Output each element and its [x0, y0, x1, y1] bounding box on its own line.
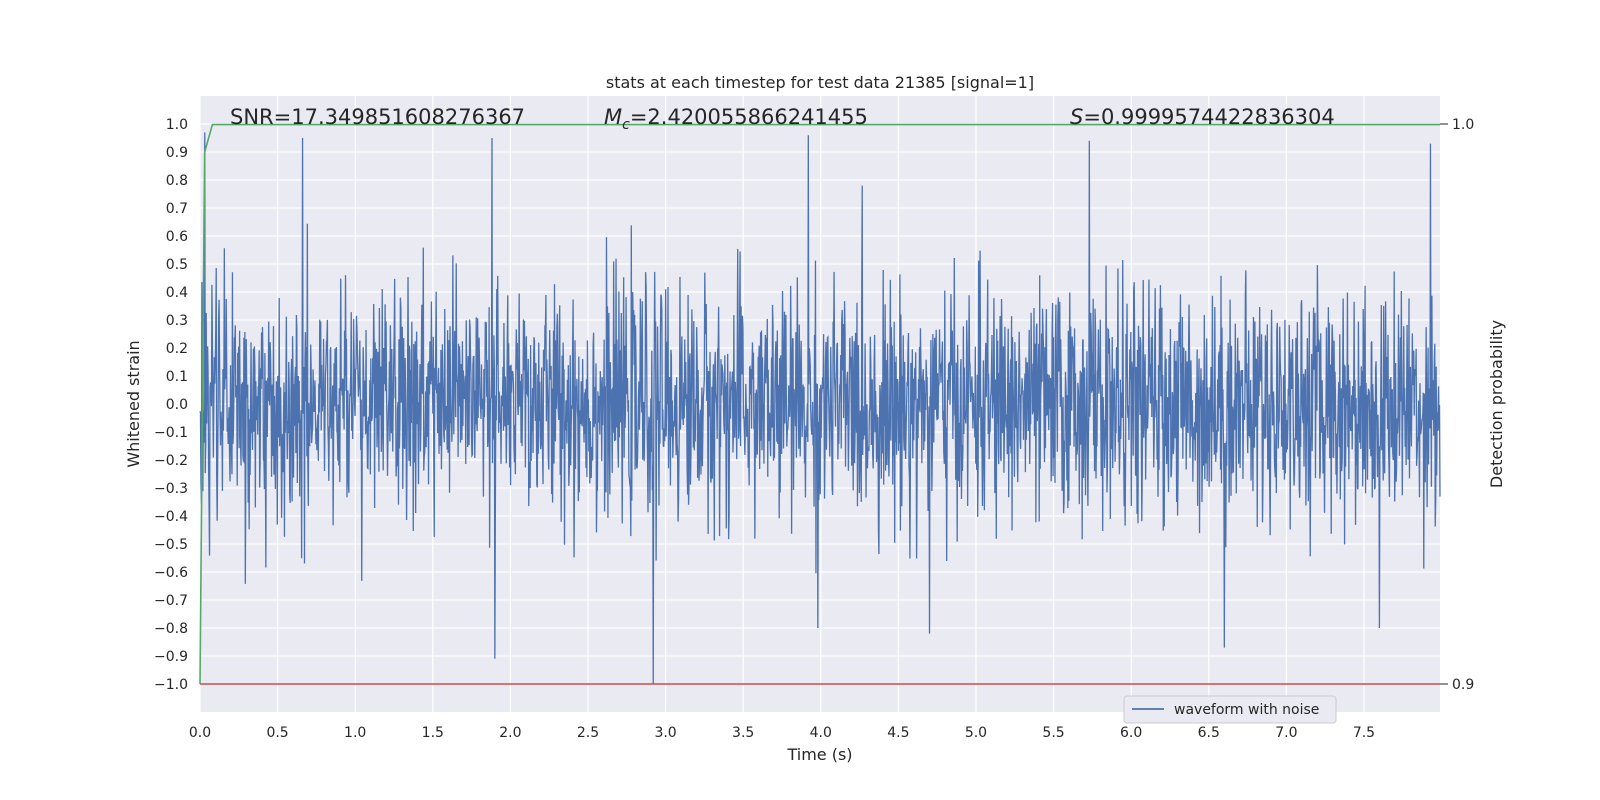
y-tick-label: 0.6 — [166, 229, 188, 245]
x-tick-label: 4.0 — [810, 725, 832, 741]
x-tick-label: 6.0 — [1120, 725, 1142, 741]
chart-title: stats at each timestep for test data 213… — [606, 73, 1034, 92]
x-tick-label: 3.5 — [732, 725, 754, 741]
y-axis-label: Whitened strain — [124, 340, 143, 467]
legend-box — [1123, 695, 1337, 724]
y-tick-label: 0.4 — [166, 285, 188, 301]
y-tick-label: −0.8 — [154, 621, 188, 637]
y-tick-label: 0.2 — [166, 341, 188, 357]
probability-line — [199, 123, 1440, 685]
x-tick-label: 0.0 — [189, 725, 211, 741]
x-axis-label: Time (s) — [786, 745, 852, 764]
y-tick-label: −0.4 — [154, 509, 188, 525]
y-tick-label: −0.7 — [154, 593, 188, 609]
y-tick-label: 0.3 — [166, 313, 188, 329]
y-tick-label: 0.1 — [166, 369, 188, 385]
x-tick-label: 7.0 — [1275, 725, 1297, 741]
y-tick-label: 1.0 — [166, 117, 188, 133]
y-tick-label: 0.7 — [166, 201, 188, 217]
x-tick-label: 5.0 — [965, 725, 987, 741]
y2-axis-ticks: 1.0 0.9 — [1440, 117, 1474, 693]
x-tick-label: 5.5 — [1042, 725, 1064, 741]
snr-annotation: SNR=17.349851608276367 — [230, 105, 525, 129]
x-tick-label: 2.5 — [577, 725, 599, 741]
probability-series — [199, 123, 1440, 685]
y-tick-label: −0.1 — [154, 425, 188, 441]
x-tick-label: 1.0 — [344, 725, 366, 741]
y-tick-label: −0.5 — [154, 537, 188, 553]
mc-annotation: Mc=2.420055866241455 — [604, 105, 868, 133]
y-tick-label: −0.3 — [154, 481, 188, 497]
x-tick-label: 2.0 — [499, 725, 521, 741]
x-tick-label: 1.5 — [422, 725, 444, 741]
x-tick-label: 4.5 — [887, 725, 909, 741]
y-tick-label: −1.0 — [154, 677, 188, 693]
x-tick-label: 0.5 — [266, 725, 288, 741]
x-tick-label: 7.5 — [1353, 725, 1375, 741]
y2-tick-label: 1.0 — [1452, 117, 1474, 133]
waveform-line — [199, 132, 1441, 685]
mc-symbol: M — [604, 105, 622, 129]
y-tick-label: 0.9 — [166, 145, 188, 161]
mc-value: =2.420055866241455 — [630, 105, 868, 129]
y-tick-label: 0.8 — [166, 173, 188, 189]
legend: waveform with noise — [1123, 695, 1337, 724]
waveform-series — [199, 132, 1441, 685]
s-value: =0.9999574422836304 — [1083, 105, 1334, 129]
y2-tick-label: 0.9 — [1452, 677, 1474, 693]
s-symbol: S — [1070, 105, 1083, 129]
x-axis-ticks: 0.0 0.5 1.0 1.5 2.0 2.5 3.0 3.5 4.0 4.5 5.0 5.5 6.0 6… — [189, 725, 1375, 741]
y-tick-label: 0.5 — [166, 257, 188, 273]
legend-label: waveform with noise — [1174, 702, 1319, 718]
y2-axis-label: Detection probability — [1487, 320, 1506, 488]
y-tick-label: −0.6 — [154, 565, 188, 581]
mc-subscript: c — [622, 117, 630, 133]
y-tick-label: −0.9 — [154, 649, 188, 665]
y-tick-label: 0.0 — [166, 397, 188, 413]
x-tick-label: 3.0 — [654, 725, 676, 741]
y-tick-label: −0.2 — [154, 453, 188, 469]
y-axis-ticks: 1.0 0.9 0.8 0.7 0.6 0.5 0.4 0.3 0.2 0.1 0.0 −0.1 −0.… — [154, 117, 188, 693]
x-tick-label: 6.5 — [1198, 725, 1220, 741]
s-annotation: S=0.9999574422836304 — [1070, 105, 1335, 129]
